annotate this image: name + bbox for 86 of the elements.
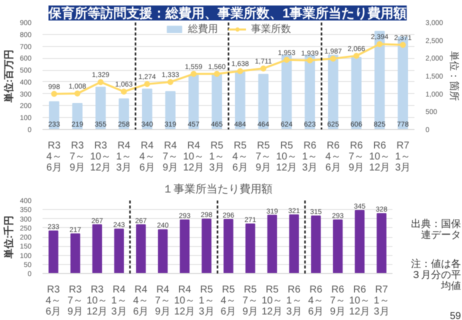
y-axis-title: 単位:百万円	[2, 49, 15, 104]
bar	[180, 220, 190, 274]
x-tick-label: R3 10～12月	[86, 284, 108, 318]
x-tick-label: R3 4～6月	[46, 284, 62, 318]
x-tick-label: R6 7～9月	[348, 140, 364, 174]
point	[306, 57, 313, 64]
x-tick-label: R5 7～9月	[242, 284, 258, 318]
x-tick-label: R6 10～12月	[349, 284, 370, 318]
bar	[142, 88, 152, 130]
x-tick-label: R4 1～3月	[116, 140, 132, 174]
text: 注：値は各３月分の平均値	[411, 259, 461, 292]
bar	[304, 54, 316, 130]
legend-label: 事業所数	[251, 22, 291, 36]
x-tick-label: R4 1～3月	[111, 284, 127, 318]
x-tick-label: R5 1～3月	[198, 284, 214, 318]
x-tick-label: R4 10～12月	[183, 140, 204, 174]
legend-label: 総費用	[188, 22, 218, 36]
bar	[281, 54, 292, 130]
y-axis-title: 単位:千円	[2, 215, 15, 260]
x-tick-label: R6 4～6月	[325, 140, 341, 174]
bar	[354, 210, 365, 274]
text: 59	[450, 311, 461, 320]
x-tick-label: R5 10～12月	[276, 140, 298, 174]
point	[284, 56, 290, 63]
point	[214, 70, 220, 77]
bar	[95, 86, 106, 130]
bar	[165, 91, 176, 130]
y2-axis-title: 単位：箇所	[448, 51, 460, 101]
point	[376, 41, 383, 48]
x-tick-label: R3 7～9月	[70, 140, 86, 174]
bar	[332, 220, 343, 274]
point	[98, 79, 104, 86]
bar	[72, 102, 83, 130]
x-tick-label: R5 4～6月	[232, 140, 248, 174]
bar	[245, 224, 256, 274]
point	[260, 65, 266, 72]
bar	[267, 214, 278, 274]
x-tick-label: R4 7～9月	[155, 284, 171, 318]
x-tick-label: R6 7～9月	[330, 284, 346, 318]
x-tick-label: R7 1～3月	[395, 140, 411, 174]
x-tick-label: R4 10～12月	[174, 284, 196, 318]
x-tick-label: R6 1～3月	[286, 284, 302, 318]
x-tick-label: R5 10～12月	[262, 284, 283, 318]
bar	[114, 228, 124, 274]
x-tick-label: R3 10～12月	[90, 140, 112, 174]
x-tick-label: R4 4～6月	[139, 140, 155, 174]
bar	[328, 54, 338, 130]
x-tick-label: R6 10～12月	[369, 140, 390, 174]
bar	[202, 218, 212, 274]
x-tick-label: R4 4～6月	[133, 284, 149, 318]
chart-title: １事業所当たり費用額	[162, 182, 272, 196]
point	[190, 70, 197, 77]
bar	[48, 230, 58, 274]
bar	[188, 74, 199, 130]
bar	[70, 233, 80, 274]
bar	[351, 56, 362, 130]
bar	[224, 218, 234, 274]
point	[237, 68, 244, 74]
bar	[311, 216, 321, 274]
chart-title: 保育所等訪問支援：総費用、事業所数、1事業所当たり費用額	[48, 6, 407, 20]
bar	[258, 74, 269, 130]
x-tick-label: R5 1～3月	[209, 140, 225, 174]
bar	[136, 224, 146, 274]
bar	[289, 214, 299, 274]
x-tick-label: R5 4～6月	[220, 284, 236, 318]
bar	[234, 71, 246, 130]
point	[120, 88, 127, 95]
point	[167, 78, 174, 85]
bar	[376, 213, 386, 274]
bar	[212, 74, 222, 130]
point	[400, 42, 406, 48]
x-tick-label: R4 7～9月	[162, 140, 178, 174]
x-tick-label: R6 4～6月	[308, 284, 324, 318]
point	[353, 52, 360, 59]
point	[74, 90, 80, 97]
point	[51, 90, 58, 97]
x-tick-label: R3 4～6月	[46, 140, 62, 174]
x-tick-label: R7 1～3月	[374, 284, 390, 318]
x-tick-label: R3 7～9月	[68, 284, 84, 318]
point	[330, 56, 336, 62]
x-tick-label: R6 1～3月	[302, 140, 318, 174]
source-note: 出典：国保連データ	[411, 219, 461, 241]
point	[144, 81, 150, 88]
x-tick-label: R5 7～9月	[256, 140, 272, 174]
bar	[92, 224, 102, 274]
bar	[158, 229, 168, 274]
